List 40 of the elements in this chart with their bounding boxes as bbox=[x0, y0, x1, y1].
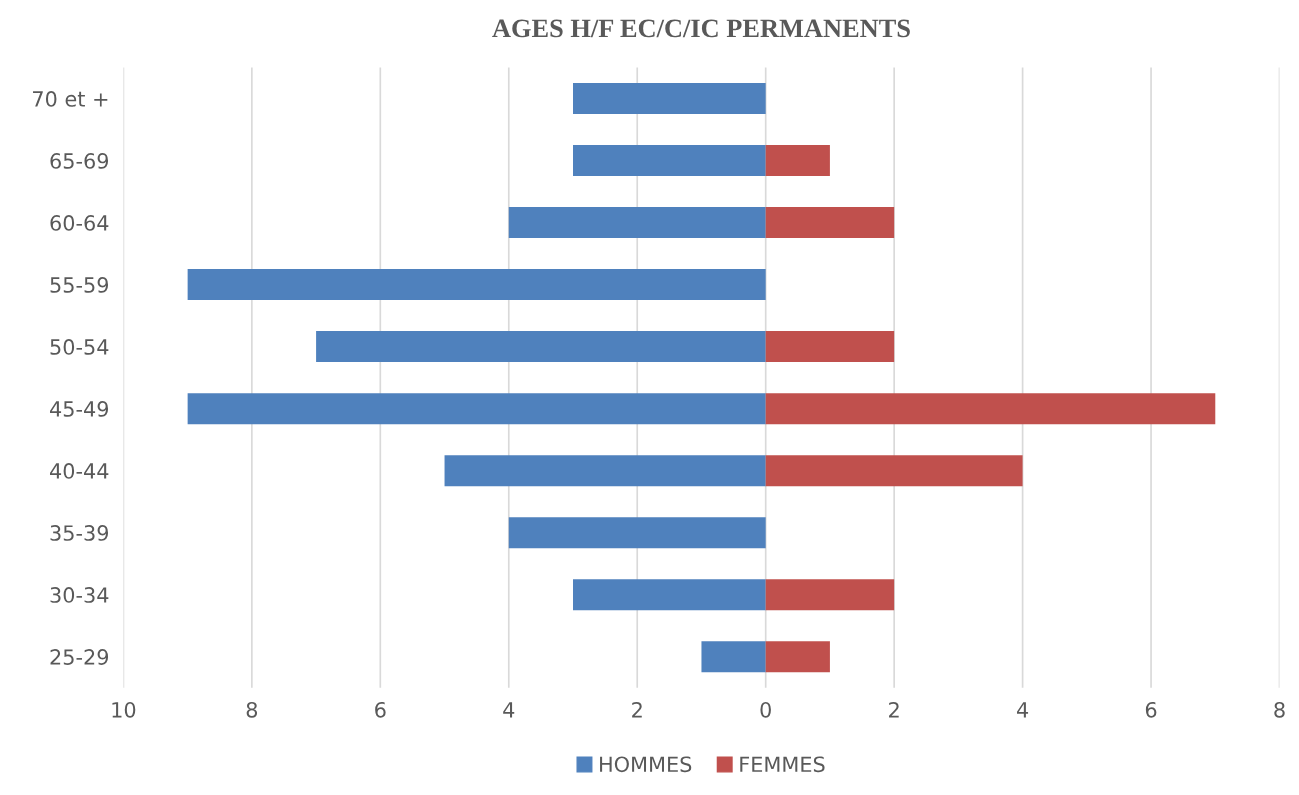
y-tick-label: 70 et + bbox=[33, 91, 108, 107]
y-tick-label: 50-54 bbox=[50, 339, 109, 355]
bar bbox=[765, 455, 1023, 487]
x-tick-label: 2 bbox=[632, 701, 642, 718]
y-tick-label: 45-49 bbox=[50, 401, 109, 417]
bar bbox=[187, 393, 766, 425]
y-tick-label: 40-44 bbox=[50, 463, 109, 479]
x-tick-label: 2 bbox=[889, 701, 899, 718]
legend-label: FEMMES bbox=[740, 756, 825, 773]
bar bbox=[765, 641, 830, 673]
x-tick-label: 8 bbox=[1274, 701, 1285, 718]
bar bbox=[508, 207, 766, 239]
y-tick-label: 65-69 bbox=[50, 153, 109, 169]
bar bbox=[187, 269, 766, 301]
y-tick-label: 25-29 bbox=[50, 649, 109, 665]
bar bbox=[573, 83, 766, 115]
y-tick-label: 30-34 bbox=[50, 587, 109, 603]
x-tick-label: 4 bbox=[1016, 702, 1029, 718]
bar bbox=[444, 455, 766, 487]
bar bbox=[573, 145, 766, 177]
bar bbox=[508, 517, 766, 549]
bar bbox=[573, 579, 766, 611]
x-tick-label: 4 bbox=[503, 702, 515, 718]
bar bbox=[316, 331, 766, 363]
x-tick-label: 10 bbox=[112, 701, 136, 718]
bar bbox=[765, 207, 895, 239]
y-tick-label: 60-64 bbox=[50, 215, 109, 231]
chart-title: AGES H/F EC/C/IC PERMANENTS bbox=[492, 19, 910, 38]
bar bbox=[765, 145, 830, 177]
bar bbox=[765, 393, 1216, 425]
bar bbox=[701, 641, 766, 673]
legend-label: HOMMES bbox=[600, 756, 692, 773]
x-tick-label: 8 bbox=[246, 701, 258, 718]
y-tick-label: 35-39 bbox=[50, 525, 109, 541]
bar bbox=[765, 331, 895, 363]
x-tick-label: 6 bbox=[1145, 701, 1157, 718]
x-tick-label: 0 bbox=[760, 701, 771, 718]
y-tick-label: 55-59 bbox=[50, 277, 109, 293]
x-tick-label: 6 bbox=[375, 701, 386, 718]
bar bbox=[765, 579, 895, 611]
